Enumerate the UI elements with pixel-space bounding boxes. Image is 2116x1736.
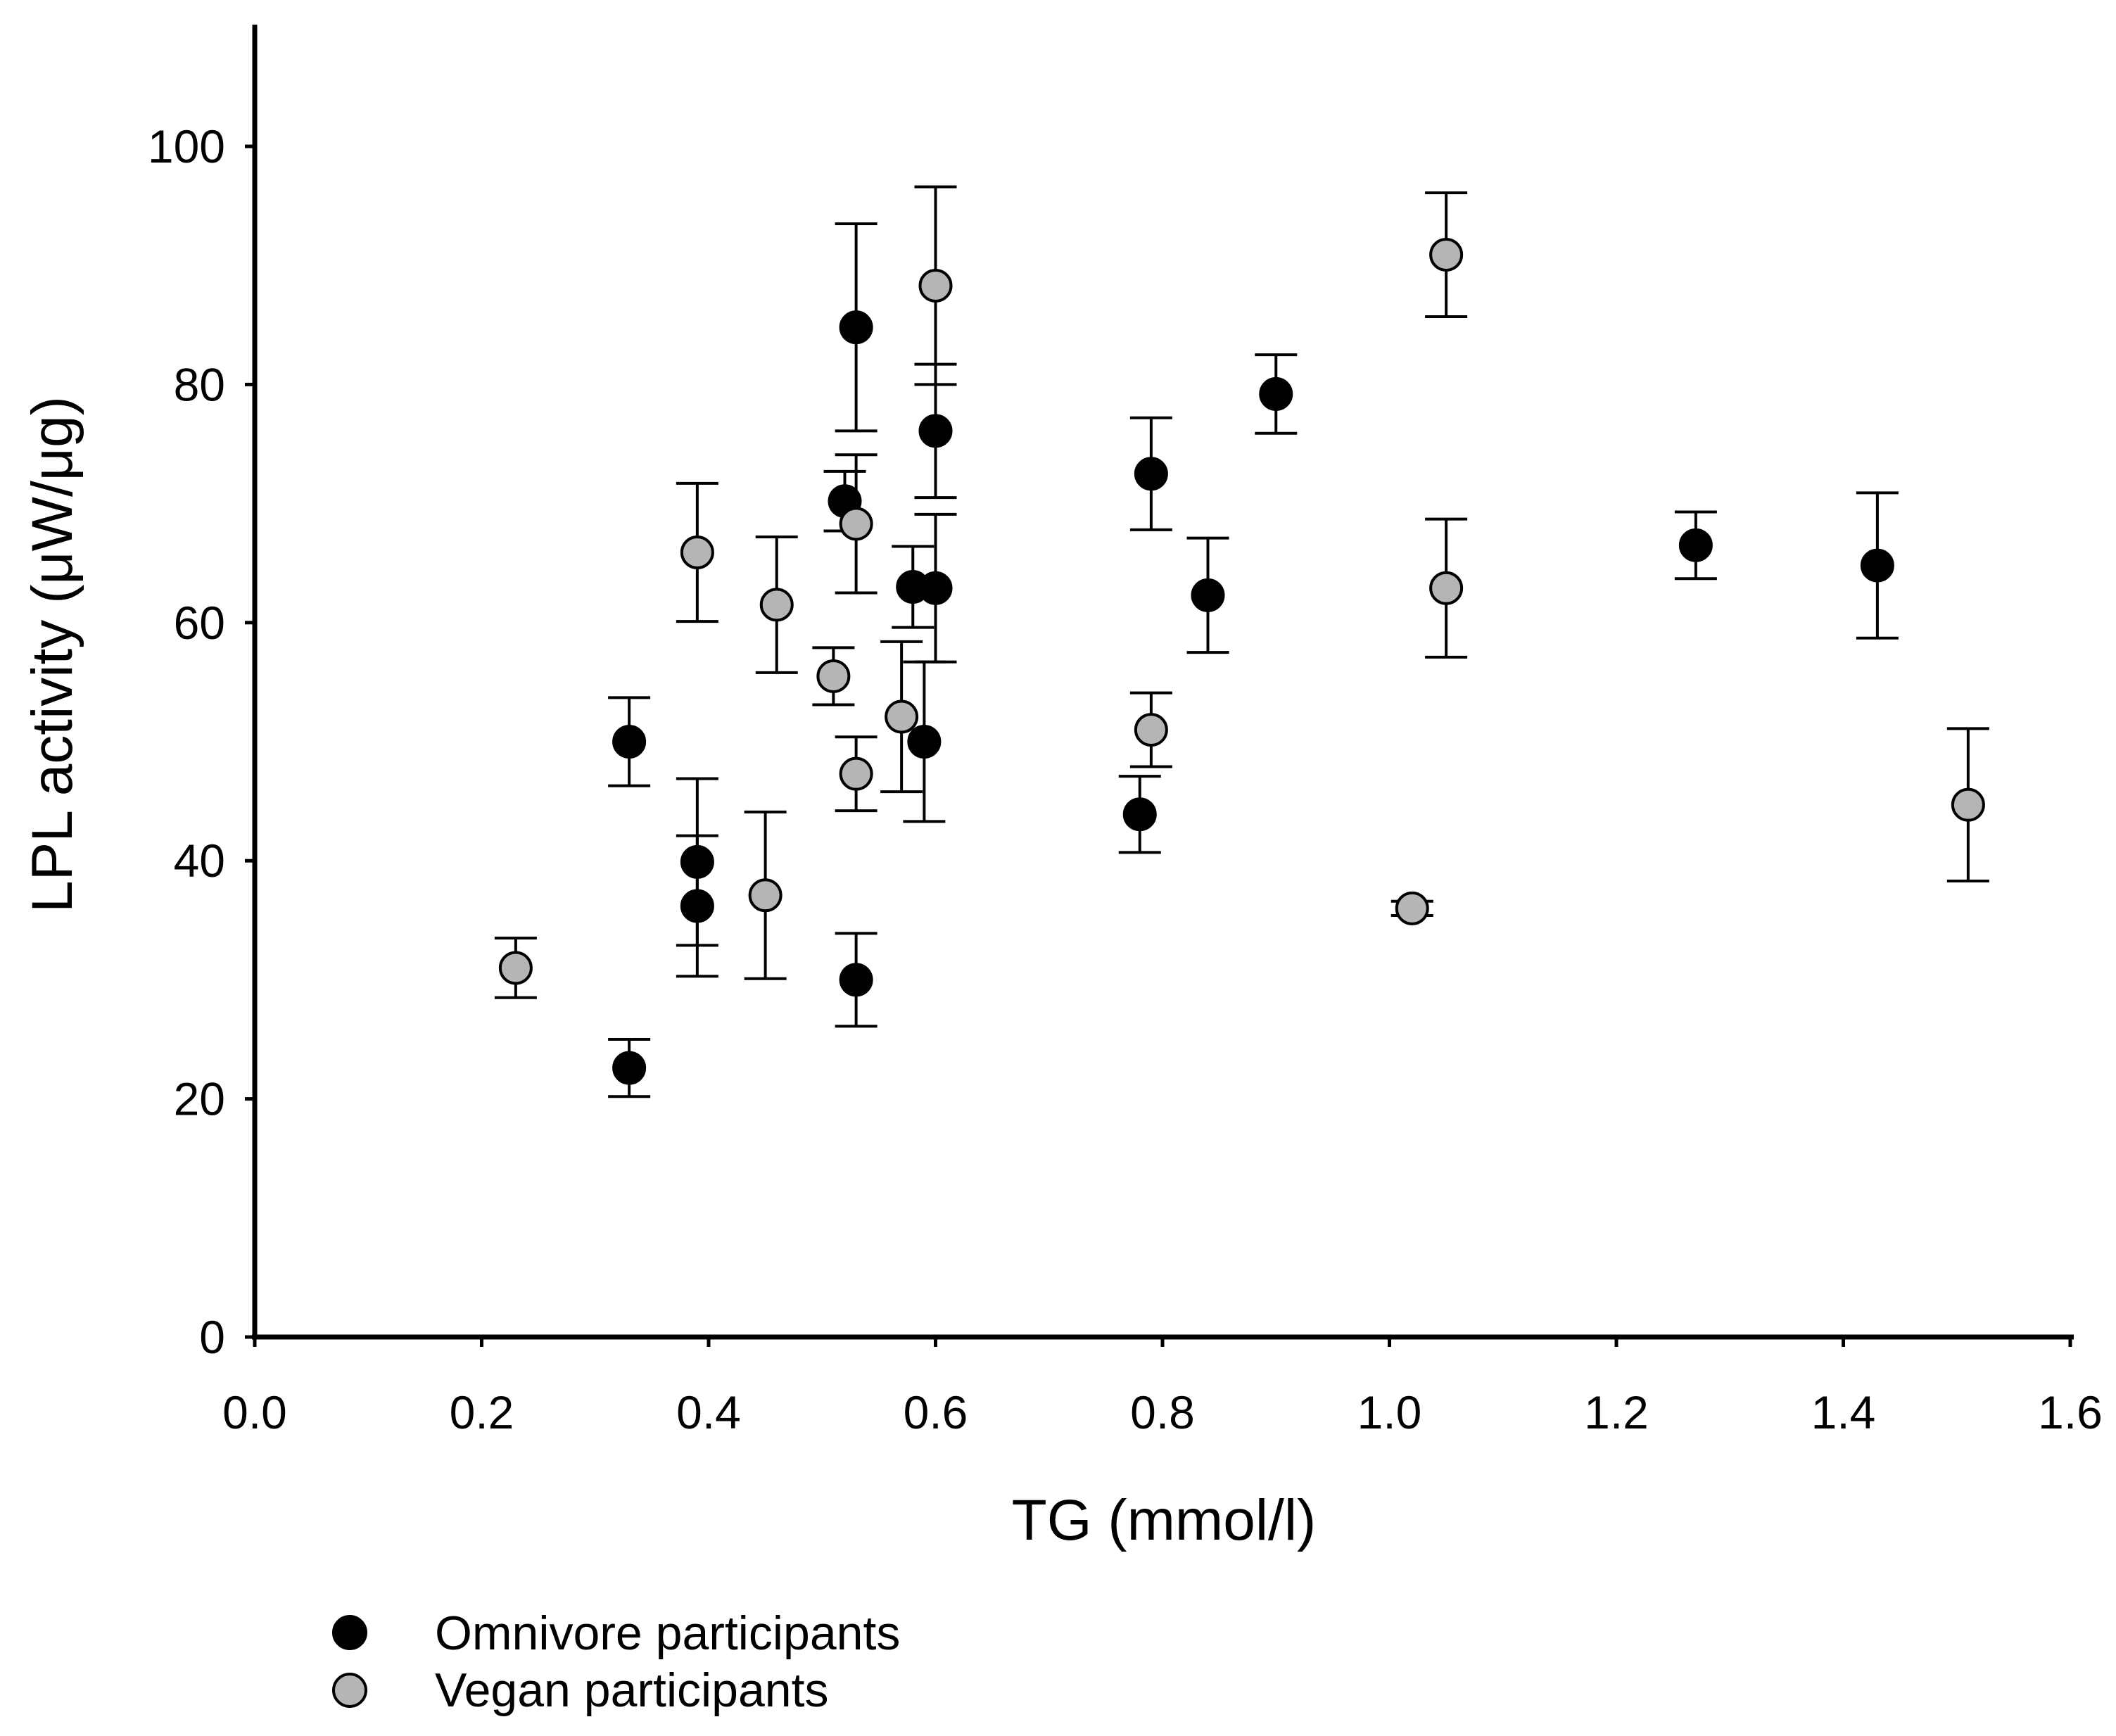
x-axis-title: TG (mmol/l) (1012, 1488, 1317, 1552)
y-tick-label: 40 (174, 835, 225, 887)
data-point-omnivore (680, 844, 714, 879)
data-point-vegan (759, 588, 794, 622)
y-tick-label: 0 (199, 1311, 225, 1363)
y-tick-label: 20 (174, 1073, 225, 1125)
data-point-omnivore (907, 725, 942, 759)
data-point-vegan (1134, 713, 1168, 747)
y-tick-label: 100 (148, 120, 225, 172)
x-tick-label: 1.2 (1584, 1386, 1649, 1438)
y-tick-label: 60 (174, 597, 225, 649)
x-tick-label: 1.6 (2038, 1386, 2103, 1438)
ticks-layer: 0.0 0.2 0.4 0.6 0.8 1.0 1.2 1.4 1.6 0 20 40 60 80 100 (148, 120, 2103, 1438)
x-tick-label: 0.4 (676, 1386, 741, 1438)
legend: Omnivore participants Vegan participants (332, 1607, 900, 1717)
data-point-vegan (918, 268, 953, 303)
data-point-vegan (498, 951, 533, 985)
data-point-vegan (816, 659, 851, 693)
axes-layer (252, 25, 2074, 1340)
data-point-omnivore (1678, 528, 1713, 562)
data-point-omnivore (1191, 578, 1225, 612)
x-tick-label: 0.6 (904, 1386, 968, 1438)
x-tick-label: 1.0 (1357, 1386, 1422, 1438)
error-bars-layer (494, 185, 1989, 1098)
x-tick-label: 0.2 (450, 1386, 514, 1438)
y-axis-title: LPL activity (μW/μg) (20, 396, 84, 913)
data-point-omnivore (918, 414, 953, 448)
data-point-omnivore (839, 310, 873, 345)
data-point-vegan (1429, 571, 1464, 605)
data-point-vegan (839, 507, 873, 541)
data-point-omnivore (1860, 548, 1894, 583)
data-point-vegan (839, 756, 873, 791)
data-point-vegan (680, 535, 714, 569)
data-point-omnivore (680, 889, 714, 923)
data-point-vegan (1429, 237, 1464, 272)
data-point-omnivore (918, 571, 953, 605)
data-points-layer (498, 237, 1985, 1085)
data-point-vegan (1395, 891, 1429, 925)
data-point-omnivore (612, 1051, 647, 1085)
data-point-omnivore (612, 725, 647, 759)
data-point-omnivore (1122, 797, 1157, 832)
legend-marker-vegan (332, 1673, 367, 1708)
x-tick-label: 0.0 (222, 1386, 287, 1438)
legend-label-omnivore: Omnivore participants (435, 1607, 900, 1660)
legend-marker-omnivore (332, 1615, 367, 1650)
data-point-vegan (748, 878, 783, 913)
x-tick-label: 0.8 (1130, 1386, 1195, 1438)
data-point-vegan (1951, 787, 1985, 822)
x-tick-label: 1.4 (1811, 1386, 1876, 1438)
data-point-omnivore (1259, 376, 1293, 411)
legend-label-vegan: Vegan participants (435, 1664, 829, 1717)
data-point-vegan (885, 699, 919, 734)
data-point-omnivore (1134, 457, 1168, 491)
y-tick-label: 80 (174, 358, 225, 410)
data-point-omnivore (839, 963, 873, 997)
